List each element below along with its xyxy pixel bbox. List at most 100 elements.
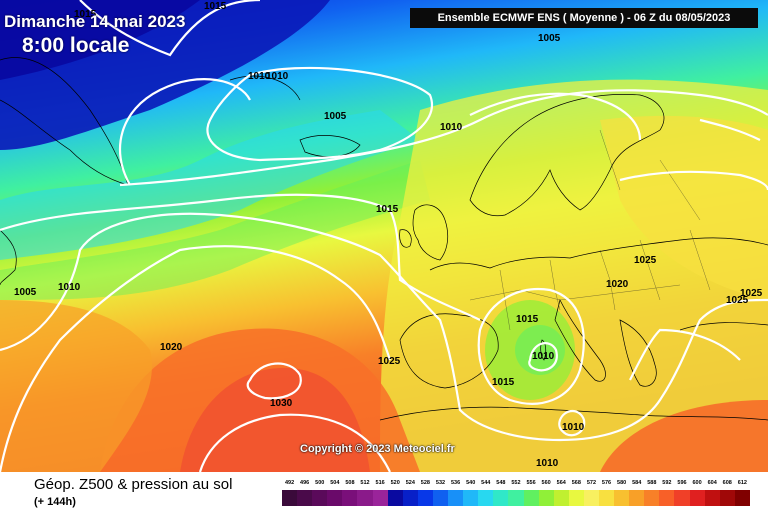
- legend-cell: 552: [508, 478, 524, 508]
- legend-swatch: [312, 490, 328, 506]
- legend-label: 552: [511, 480, 521, 486]
- legend-swatch: [689, 490, 705, 506]
- pressure-label: 1010: [562, 422, 585, 433]
- pressure-label: 1010: [440, 122, 463, 133]
- pressure-label: 1010: [266, 71, 289, 82]
- legend-label: 528: [420, 480, 430, 486]
- map-canvas: 1015 1015 1005 1010 1010 1005 1010 1015 …: [0, 0, 768, 472]
- legend-cell: 604: [704, 478, 720, 508]
- legend-swatch: [372, 490, 388, 506]
- legend-swatch: [342, 490, 358, 506]
- legend-label: 504: [330, 480, 340, 486]
- legend-cell: 612: [734, 478, 750, 508]
- legend-swatch: [478, 490, 494, 506]
- legend-label: 508: [345, 480, 355, 486]
- legend-cell: 500: [312, 478, 328, 508]
- pressure-label: 1025: [634, 255, 657, 266]
- legend-label: 612: [737, 480, 747, 486]
- legend-swatch: [719, 490, 735, 506]
- legend-label: 568: [571, 480, 581, 486]
- legend-cell: 596: [674, 478, 690, 508]
- pressure-label: 1025: [726, 295, 749, 306]
- legend-swatch: [417, 490, 433, 506]
- legend-swatch: [704, 490, 720, 506]
- legend-cell: 608: [719, 478, 735, 508]
- legend-label: 572: [586, 480, 597, 486]
- legend-label: 560: [541, 480, 551, 486]
- legend-cell: 544: [478, 478, 494, 508]
- legend-cell: 492: [282, 478, 298, 508]
- pressure-label: 1010: [248, 71, 271, 82]
- pressure-label: 1010: [58, 282, 81, 293]
- legend-label: 556: [526, 480, 536, 486]
- pressure-label: 1020: [160, 342, 183, 353]
- legend-label: 544: [481, 480, 491, 486]
- legend-swatch: [629, 490, 645, 506]
- legend-swatch: [614, 490, 630, 506]
- legend-label: 536: [450, 480, 461, 486]
- pressure-label: 1005: [538, 33, 561, 44]
- legend-cell: 496: [297, 478, 313, 508]
- pressure-label: 1005: [14, 287, 37, 298]
- legend-swatch: [674, 490, 690, 506]
- forecast-time: 8:00 locale: [22, 34, 130, 57]
- legend-cell: 516: [372, 478, 388, 508]
- legend-swatch: [523, 490, 539, 506]
- field-title: Géop. Z500 & pression au sol: [34, 476, 233, 493]
- legend-cell: 504: [327, 478, 343, 508]
- legend-cell: 576: [598, 478, 615, 508]
- legend-label: 564: [556, 480, 566, 486]
- legend-label: 548: [496, 480, 506, 486]
- pressure-label: 1025: [378, 356, 401, 367]
- legend-swatch: [402, 490, 418, 506]
- legend-cell: 548: [493, 478, 509, 508]
- legend-cell: 508: [342, 478, 358, 508]
- legend-cell: 584: [629, 478, 645, 508]
- legend-label: 600: [692, 480, 702, 486]
- legend-swatch: [508, 490, 524, 506]
- legend-cell: 572: [583, 478, 599, 508]
- legend-swatch: [734, 490, 750, 506]
- footer-bar: Géop. Z500 & pression au sol (+ 144h) 49…: [0, 472, 768, 512]
- legend-label: 604: [707, 480, 717, 486]
- legend-label: 516: [375, 480, 385, 486]
- model-run-info: Ensemble ECMWF ENS ( Moyenne ) - 06 Z du…: [410, 8, 758, 28]
- legend-cell: 524: [402, 478, 418, 508]
- legend-cell: 528: [417, 478, 433, 508]
- legend-label: 492: [284, 480, 295, 486]
- pressure-labels: 1015 1015 1005 1010 1010 1005 1010 1015 …: [14, 1, 763, 469]
- pressure-label: 1020: [606, 279, 629, 290]
- copyright: Copyright © 2023 Meteociel.fr: [300, 443, 455, 455]
- legend-swatch: [659, 490, 675, 506]
- legend-cell: 556: [523, 478, 539, 508]
- legend-label: 580: [617, 480, 627, 486]
- color-legend: 492 496 500 504 508 512 516 520 524 528 532 536 540 5…: [282, 478, 750, 508]
- legend-swatch: [432, 490, 449, 506]
- legend-label: 576: [601, 480, 612, 486]
- legend-label: 532: [435, 480, 446, 486]
- legend-cell: 532: [432, 478, 449, 508]
- legend-label: 520: [390, 480, 400, 486]
- pressure-label: 1015: [204, 1, 227, 12]
- legend-label: 500: [315, 480, 325, 486]
- pressure-label: 1015: [74, 9, 97, 20]
- legend-cell: 580: [614, 478, 630, 508]
- weather-map: 1015 1015 1005 1010 1010 1005 1010 1015 …: [0, 0, 768, 472]
- pressure-label: 1015: [376, 204, 399, 215]
- legend-cell: 520: [387, 478, 403, 508]
- legend-cell: 568: [568, 478, 584, 508]
- pressure-label: 1015: [492, 377, 515, 388]
- country-borders: [469, 129, 711, 331]
- legend-label: 608: [722, 480, 732, 486]
- legend-swatch: [357, 490, 373, 506]
- legend-swatch: [644, 490, 660, 506]
- legend-swatch: [327, 490, 343, 506]
- legend-label: 496: [300, 480, 310, 486]
- legend-cell: 540: [463, 478, 479, 508]
- legend-swatch: [553, 490, 569, 506]
- legend-label: 592: [662, 480, 672, 486]
- pressure-label: 1010: [536, 458, 559, 469]
- isobars: [0, 0, 768, 472]
- legend-swatch: [297, 490, 313, 506]
- legend-cell: 588: [644, 478, 660, 508]
